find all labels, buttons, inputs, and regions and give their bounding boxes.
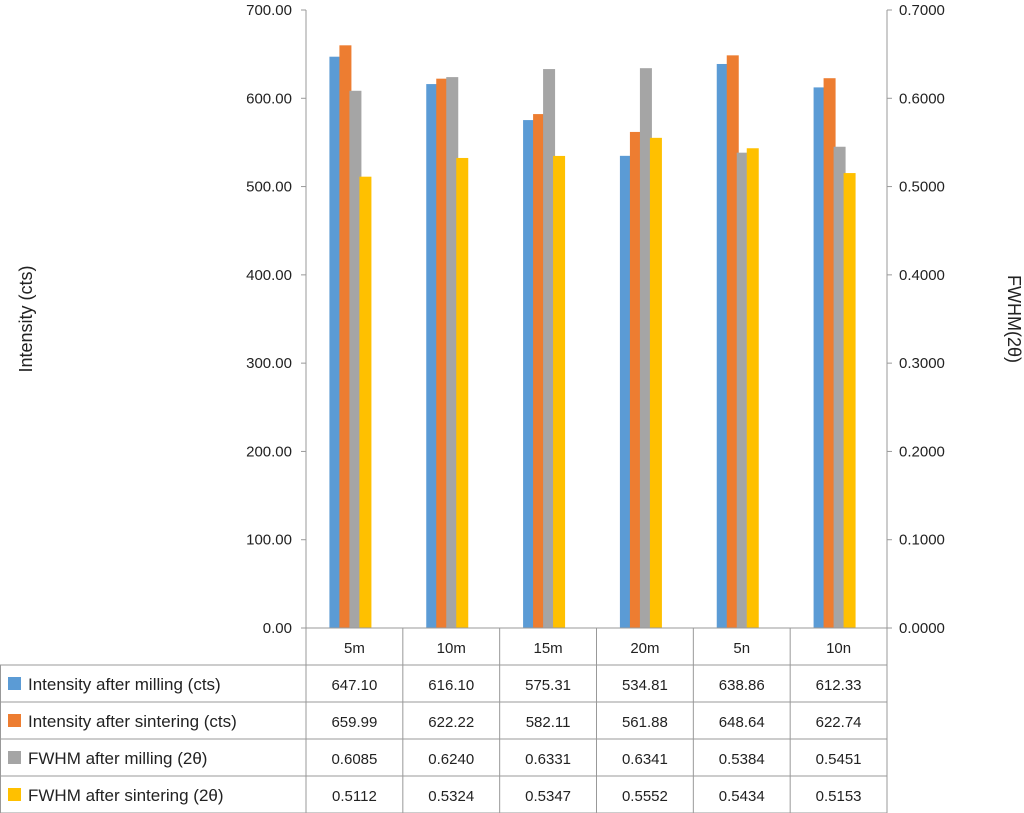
legend-label-1: Intensity after milling (cts) <box>28 675 221 694</box>
category-label-20m: 20m <box>630 640 659 657</box>
bar-1-10m <box>426 84 439 628</box>
y-tick-label: 100.00 <box>246 532 292 549</box>
bar-4-15m <box>553 155 566 628</box>
category-label-5m: 5m <box>344 640 365 657</box>
y2-tick-label: 0.4000 <box>899 267 945 284</box>
axes-layer: 0.00 100.00 200.00 300.00 400.00 500.00 600.00… <box>246 2 945 637</box>
data-label-2-10n: 622.74 <box>816 714 862 731</box>
y2-tick-label: 0.0000 <box>899 620 945 637</box>
y-tick-label: 400.00 <box>246 267 292 284</box>
data-label-4-10n: 0.5153 <box>816 788 862 805</box>
data-label-1-5n: 638.86 <box>719 677 765 694</box>
y-axis-title: Intensity (cts) <box>16 265 36 372</box>
data-label-3-5m: 0.6085 <box>331 751 377 768</box>
legend-label-3: FWHM after milling (2θ) <box>28 749 207 768</box>
bar-3-15m <box>543 69 556 629</box>
y2-tick-label: 0.2000 <box>899 443 945 460</box>
bar-4-10m <box>456 157 469 628</box>
bar-4-5n <box>746 148 759 628</box>
data-table: 5m 10m 15m 20m 5n 10n Intensity after milling … <box>0 627 888 813</box>
y-tick-label: 300.00 <box>246 355 292 372</box>
bar-3-5n <box>736 152 749 628</box>
legend-label-4: FWHM after sintering (2θ) <box>28 786 224 805</box>
data-label-3-5n: 0.5384 <box>719 751 765 768</box>
bar-3-10m <box>446 77 459 628</box>
bar-2-5n <box>726 55 739 628</box>
data-label-4-5m: 0.5112 <box>332 788 377 805</box>
bar-1-20m <box>619 155 632 628</box>
bar-3-5m <box>349 90 362 628</box>
y2-tick-label: 0.5000 <box>899 179 945 196</box>
y-tick-label: 500.00 <box>246 179 292 196</box>
bar-2-5m <box>339 45 352 628</box>
data-label-3-10m: 0.6240 <box>428 751 474 768</box>
bar-4-20m <box>649 137 662 628</box>
y-tick-label: 0.00 <box>263 620 292 637</box>
bar-2-10n <box>823 78 836 629</box>
data-label-2-5n: 648.64 <box>719 714 765 731</box>
bar-1-5m <box>329 56 342 629</box>
bar-3-10n <box>833 146 846 628</box>
y-tick-label: 200.00 <box>246 443 292 460</box>
data-label-1-10m: 616.10 <box>428 677 474 694</box>
bars-layer <box>329 45 856 629</box>
category-label-10n: 10n <box>826 640 851 657</box>
data-label-3-20m: 0.6341 <box>622 751 668 768</box>
data-label-4-5n: 0.5434 <box>719 788 765 805</box>
category-label-10m: 10m <box>437 640 466 657</box>
bar-1-15m <box>523 120 536 628</box>
category-label-5n: 5n <box>733 640 750 657</box>
data-label-2-20m: 561.88 <box>622 714 668 731</box>
y-tick-label: 700.00 <box>246 2 292 19</box>
category-label-15m: 15m <box>533 640 562 657</box>
y2-tick-label: 0.7000 <box>899 2 945 19</box>
bar-2-10m <box>436 78 449 628</box>
data-label-4-15m: 0.5347 <box>525 788 571 805</box>
legend-key-3 <box>8 751 21 764</box>
y2-tick-label: 0.1000 <box>899 532 945 549</box>
data-label-3-15m: 0.6331 <box>525 751 571 768</box>
data-label-1-20m: 534.81 <box>622 677 668 694</box>
bar-1-5n <box>716 63 729 628</box>
data-label-2-10m: 622.22 <box>428 714 474 731</box>
y2-tick-label: 0.6000 <box>899 90 945 107</box>
bar-2-20m <box>629 131 642 628</box>
bar-1-10n <box>813 87 826 628</box>
data-label-3-10n: 0.5451 <box>816 751 862 768</box>
bar-3-20m <box>639 68 652 628</box>
legend-label-2: Intensity after sintering (cts) <box>28 712 237 731</box>
data-label-4-20m: 0.5552 <box>622 788 668 805</box>
data-label-2-5m: 659.99 <box>331 714 377 731</box>
y2-axis-title: FWHM(2θ) <box>1004 275 1024 363</box>
data-label-2-15m: 582.11 <box>526 714 571 731</box>
legend-key-1 <box>8 677 21 690</box>
bar-4-5m <box>359 176 372 629</box>
legend-key-4 <box>8 788 21 801</box>
bar-4-10n <box>843 173 856 628</box>
data-label-1-15m: 575.31 <box>525 677 571 694</box>
data-label-1-5m: 647.10 <box>331 677 377 694</box>
data-label-4-10m: 0.5324 <box>428 788 474 805</box>
data-label-1-10n: 612.33 <box>816 677 862 694</box>
y-tick-label: 600.00 <box>246 90 292 107</box>
legend-key-2 <box>8 714 21 727</box>
bar-2-15m <box>533 114 546 629</box>
y2-tick-label: 0.3000 <box>899 355 945 372</box>
